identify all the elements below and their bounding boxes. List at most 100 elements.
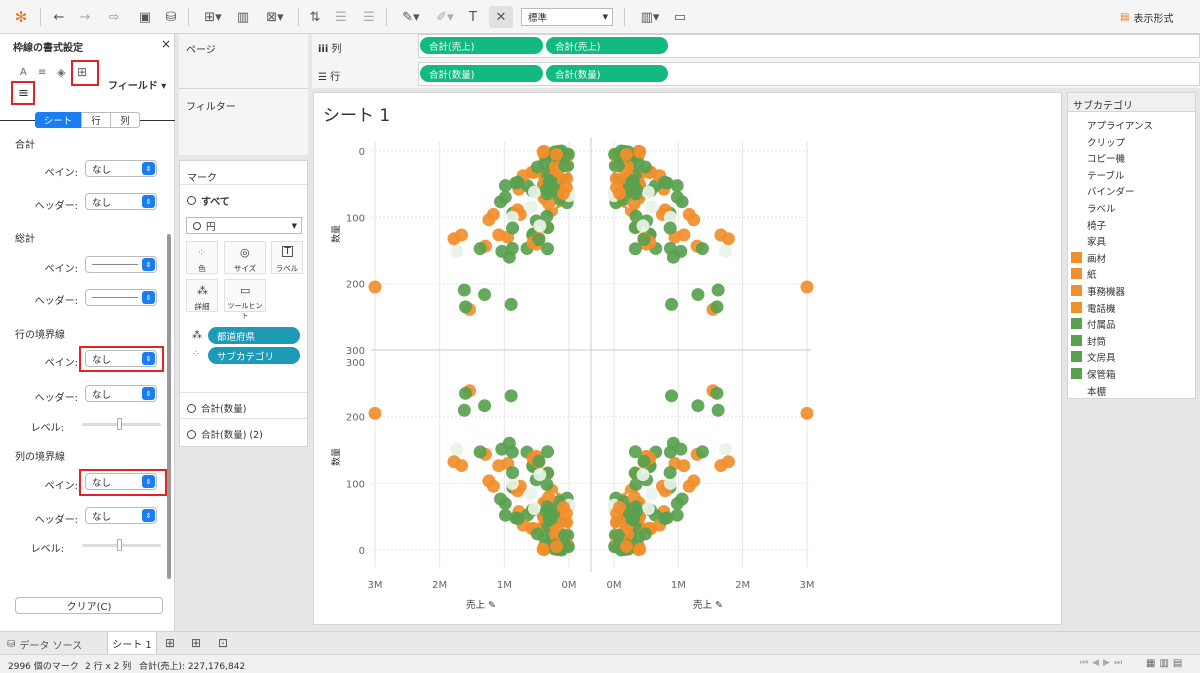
legend-item[interactable]: 紙 bbox=[1087, 270, 1097, 282]
legend-swatch[interactable] bbox=[1071, 301, 1082, 313]
legend-item[interactable]: 文房具 bbox=[1087, 353, 1116, 365]
row-header-select[interactable]: なし ⇕ bbox=[85, 385, 157, 402]
row-level-slider-thumb[interactable] bbox=[117, 418, 122, 430]
legend-item[interactable]: 電話機 bbox=[1087, 303, 1116, 315]
legend-swatch[interactable] bbox=[1071, 285, 1082, 296]
col-level-slider-thumb[interactable] bbox=[117, 539, 122, 551]
legend-title: サブカテゴリ bbox=[1073, 101, 1133, 112]
align-format-icon[interactable]: ≡ bbox=[38, 67, 47, 78]
legend-item[interactable]: 保管箱 bbox=[1087, 370, 1116, 381]
legend-item[interactable]: バインダー bbox=[1087, 187, 1135, 199]
undo-icon[interactable]: ← bbox=[53, 9, 65, 25]
clear-sheet-icon[interactable]: ⊠▾ bbox=[266, 9, 284, 25]
column-pill-sales-2[interactable]: 合計(売上) bbox=[546, 37, 668, 54]
legend-item[interactable]: クリップ bbox=[1087, 137, 1126, 149]
legend-swatch[interactable] bbox=[1071, 334, 1082, 346]
row-pill-qty-1[interactable]: 合計(数量) bbox=[420, 65, 543, 82]
color-button[interactable]: ⁘ 色 bbox=[186, 241, 218, 274]
sheet-tab-active[interactable]: シート 1 bbox=[107, 632, 157, 655]
marks-all-tab[interactable]: すべて bbox=[187, 193, 230, 208]
tableau-logo-icon[interactable]: ✻ bbox=[14, 8, 28, 26]
legend-swatch[interactable] bbox=[1071, 268, 1082, 280]
new-story-icon[interactable]: ⊡ bbox=[218, 636, 229, 650]
row-pill-qty-2[interactable]: 合計(数量) bbox=[546, 65, 668, 82]
label-button[interactable]: T ラベル bbox=[271, 241, 303, 274]
size-button[interactable]: ◎ サイズ bbox=[224, 241, 266, 274]
pages-shelf[interactable]: ページ bbox=[179, 34, 308, 88]
legend-swatch[interactable] bbox=[1071, 351, 1082, 363]
legend-item[interactable]: コピー機 bbox=[1087, 154, 1126, 166]
format-pane-scrollbar[interactable] bbox=[167, 234, 171, 579]
new-worksheet-icon[interactable]: ⊞▾ bbox=[204, 9, 222, 25]
legend-item[interactable]: 事務機器 bbox=[1087, 287, 1126, 298]
legend-item[interactable]: 本棚 bbox=[1087, 386, 1107, 398]
legend-swatch[interactable] bbox=[1071, 368, 1082, 379]
sort-desc-icon[interactable]: ☰ bbox=[363, 9, 375, 25]
highlight-icon[interactable]: ✎▾ bbox=[402, 9, 420, 25]
presentation-icon[interactable]: ▭ bbox=[673, 9, 687, 25]
size-label: サイズ bbox=[233, 264, 257, 273]
filters-shelf[interactable]: フィルター bbox=[179, 89, 308, 155]
total-pane-select[interactable]: なし ⇕ bbox=[85, 160, 157, 177]
close-icon[interactable]: × bbox=[161, 37, 172, 51]
view-toggle-icon[interactable]: ▦▥▤ bbox=[1146, 658, 1187, 669]
redo-icon[interactable]: → bbox=[79, 9, 91, 25]
data-point bbox=[495, 244, 509, 258]
data-point bbox=[498, 190, 512, 204]
grand-total-pane-select[interactable]: ⇕ bbox=[85, 256, 157, 273]
new-data-source-icon[interactable]: ⛁ bbox=[165, 9, 177, 25]
duplicate-sheet-icon[interactable]: ▥ bbox=[236, 9, 250, 25]
borders-format-icon[interactable]: ⊞ bbox=[77, 65, 88, 79]
total-header-select[interactable]: なし ⇕ bbox=[85, 193, 157, 210]
swap-icon[interactable]: ⇅ bbox=[309, 9, 321, 25]
legend-swatch[interactable] bbox=[1071, 251, 1082, 263]
tab-sheet[interactable]: シート bbox=[35, 112, 81, 128]
nav-arrows-icon[interactable]: ⏮◀▶⏭ bbox=[1080, 658, 1127, 668]
mark-type-dropdown[interactable]: 円 ▼ bbox=[186, 217, 302, 234]
legend-item[interactable]: 椅子 bbox=[1087, 220, 1107, 232]
circle-icon bbox=[187, 403, 196, 413]
grand-total-header-select[interactable]: ⇕ bbox=[85, 289, 157, 306]
tab-columns[interactable]: 列 bbox=[110, 112, 140, 128]
detail-button[interactable]: ⁂ 詳細 bbox=[186, 279, 218, 312]
shading-format-icon[interactable]: ◈ bbox=[57, 66, 66, 79]
marks-measure-1-tab[interactable]: 合計(数量) bbox=[187, 401, 246, 415]
legend-item[interactable]: 画材 bbox=[1087, 253, 1107, 265]
legend-item[interactable]: ラベル bbox=[1087, 204, 1116, 215]
legend-swatch[interactable] bbox=[1071, 318, 1082, 330]
label-level: レベル: bbox=[30, 423, 64, 434]
clear-button[interactable]: クリア(C) bbox=[15, 597, 163, 614]
sort-asc-icon[interactable]: ☰ bbox=[335, 9, 347, 25]
label-icon[interactable]: T bbox=[469, 9, 477, 25]
fit-dropdown[interactable]: 標準 ▼ bbox=[521, 8, 613, 26]
fix-axes-icon[interactable]: ✕ bbox=[489, 6, 513, 28]
column-pill-sales-1[interactable]: 合計(売上) bbox=[420, 37, 543, 54]
row-pane-select[interactable]: なし ⇕ bbox=[85, 350, 157, 367]
legend-item[interactable]: 封筒 bbox=[1087, 336, 1107, 348]
col-pane-select[interactable]: なし ⇕ bbox=[85, 473, 157, 490]
x-axis-title: 売上 ✎ bbox=[693, 599, 723, 611]
tab-rows[interactable]: 行 bbox=[81, 112, 111, 128]
marks-measure-2-tab[interactable]: 合計(数量) (2) bbox=[187, 427, 263, 441]
data-source-tab[interactable]: ⛁ データ ソース bbox=[7, 637, 82, 652]
tooltip-button[interactable]: ▭ ツールヒント bbox=[224, 279, 266, 320]
show-me-button[interactable]: ▤ 表示形式 bbox=[1120, 10, 1173, 25]
legend-item[interactable]: 付属品 bbox=[1087, 320, 1116, 332]
legend-item[interactable]: アプライアンス bbox=[1087, 121, 1153, 132]
legend-item[interactable]: 家具 bbox=[1087, 237, 1107, 249]
lines-format-icon[interactable]: ≡ bbox=[18, 86, 29, 101]
field-dropdown[interactable]: フィールド ▾ bbox=[108, 81, 167, 92]
pill-prefecture[interactable]: 都道府県 bbox=[208, 327, 300, 344]
replace-data-icon[interactable]: ⇨ bbox=[108, 9, 120, 25]
col-header-select[interactable]: なし ⇕ bbox=[85, 507, 157, 524]
new-sheet-icon[interactable]: ⊞ bbox=[165, 636, 176, 650]
new-dashboard-icon[interactable]: ⊞ bbox=[191, 636, 202, 650]
font-format-icon[interactable]: A bbox=[20, 67, 27, 78]
data-point bbox=[629, 209, 643, 223]
pill-subcategory[interactable]: サブカテゴリ bbox=[208, 347, 300, 364]
attach-icon[interactable]: ✐▾ bbox=[436, 9, 454, 25]
save-icon[interactable]: ▣ bbox=[138, 9, 152, 25]
legend-item[interactable]: テーブル bbox=[1087, 170, 1125, 182]
bar-chart-icon[interactable]: ▥▾ bbox=[640, 9, 660, 25]
